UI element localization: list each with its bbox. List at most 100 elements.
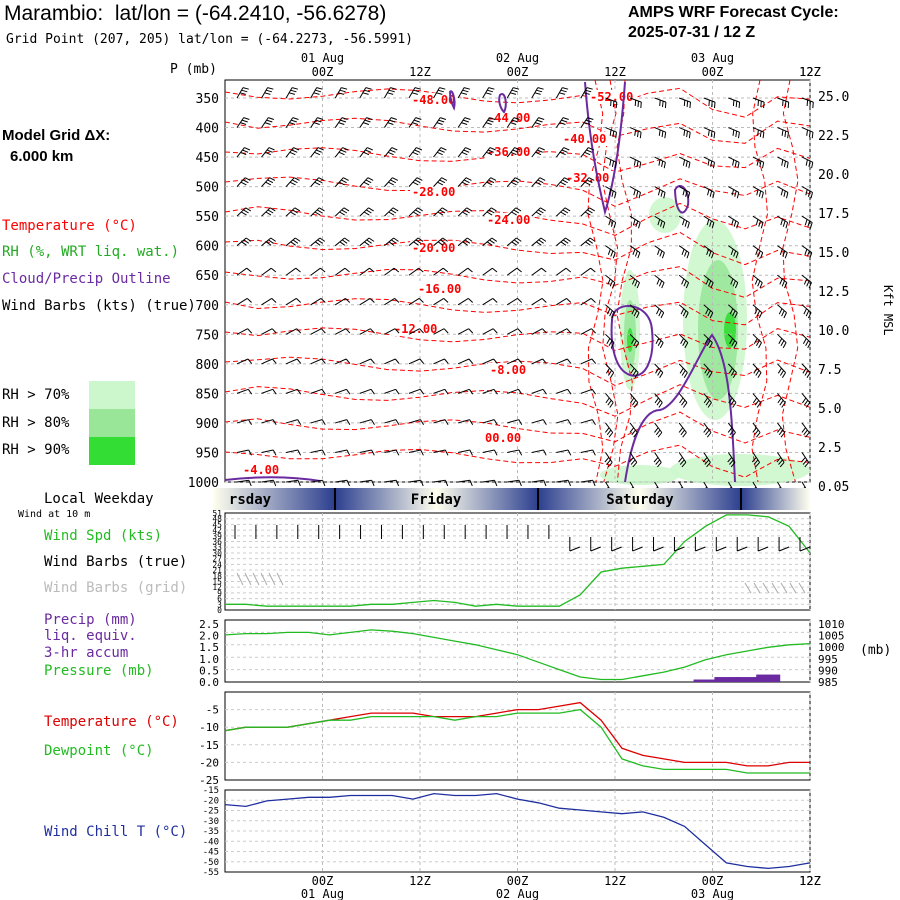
wind-barb-0-17 [654, 97, 667, 103]
wind-barb-flag-5-14-2 [585, 241, 591, 246]
wind-barb-flag-0-13-1 [560, 89, 567, 93]
wind-barb-0-9 [457, 87, 465, 99]
wind-barb-flag-9-6-0 [395, 358, 400, 364]
wind-barb-flag-7-19-0 [709, 312, 714, 319]
wind-barb-flag-10-15-1 [607, 400, 612, 406]
wind-barb-flag-9-9-0 [468, 358, 474, 364]
wind-barb-flag-5-21-1 [757, 250, 761, 257]
wind-barb-10-9 [457, 388, 470, 394]
wind-barb-flag-1-3-1 [315, 119, 322, 123]
wind-barb-flag-2-20-2 [732, 159, 735, 166]
wind-barb-7-2 [285, 297, 297, 306]
wind-barb-flag-2-11-2 [510, 151, 517, 156]
wind-barb-flag-8-10-0 [492, 328, 498, 334]
wind-barb-flag-0-14-2 [583, 92, 590, 95]
wind-barb-flag-6-20-2 [730, 278, 734, 285]
wind-barb-flag-2-13-0 [563, 147, 570, 151]
wind-barb-flag-9-22-1 [779, 370, 785, 376]
wind-barb-flag-5-4-0 [344, 237, 350, 242]
rh-shade-4 [698, 260, 738, 400]
wind-barb-flag-11-10-0 [493, 419, 498, 426]
wind-barb-flag-4-14-2 [584, 211, 591, 216]
cycle-line1: AMPS WRF Forecast Cycle: [628, 4, 839, 21]
accum-label: 3-hr accum [44, 645, 129, 661]
wind-ytick-12: 15 [212, 577, 222, 586]
wind-barb-flag-0-22-2 [782, 100, 784, 107]
wind-barb-flag-0-4-2 [338, 92, 345, 95]
windchill-ytick-1: -20 [203, 796, 219, 806]
wind-barb-flag-1-19-0 [713, 132, 716, 139]
wind-barb-9-11 [507, 358, 519, 365]
wind-barb-10-21 [752, 393, 761, 403]
wind-barb-flag-5-12-2 [536, 241, 542, 246]
temp-contour-3 [224, 176, 811, 207]
contour-label-11: -52.00 [590, 90, 633, 104]
wind-barb-flag-7-23-1 [805, 310, 810, 317]
wind-barb-flag-6-11-0 [516, 267, 522, 273]
wind-barb-flag-6-20-1 [732, 280, 736, 287]
wind-barb-flag-7-23-2 [803, 308, 807, 315]
wind-barb-6-17 [654, 274, 665, 283]
wind-barb-flag-6-1-0 [270, 267, 277, 273]
top-date-1: 02 Aug [496, 51, 539, 65]
wind-barb-flag-2-14-2 [584, 151, 591, 156]
wind-barb-flag-4-6-0 [392, 207, 399, 212]
wind-ytick-9: 24 [212, 560, 222, 569]
wind-barb-flag-13-5-0 [371, 480, 375, 487]
wind-barb-12-18 [678, 452, 687, 463]
wind-barb-flag-3-21-1 [758, 190, 762, 197]
wind-barb-flag-5-8-0 [442, 237, 448, 242]
wind-barb-flag-1-17-2 [658, 129, 661, 136]
wind-barb-flag-4-1-1 [267, 209, 274, 214]
wind-barb-flag-1-5-2 [363, 122, 370, 125]
wind-barb-flag-0-16-2 [634, 100, 637, 107]
wind-barb-flag-9-20-2 [728, 367, 733, 374]
wind-barb-flag-10-14-0 [591, 389, 597, 395]
wind-barb-13-2 [286, 479, 299, 483]
wind-barb-8-14 [580, 328, 592, 335]
wind-barb-flag-9-19-1 [706, 370, 711, 376]
wind-barb-11-8 [433, 419, 446, 424]
wind-barb-flag-3-1-0 [269, 177, 276, 181]
wind-barb-flag-9-1-0 [272, 358, 277, 364]
wind-grid-barb-r-1 [753, 582, 761, 594]
wind-barb-9-0 [236, 358, 249, 365]
wind-barb-flag-0-9-1 [462, 89, 469, 93]
wind-barb-flag-9-18-1 [681, 370, 686, 376]
temp-ytick-1: -10 [199, 721, 219, 734]
wind-barb-flag-5-0-1 [243, 239, 250, 244]
wind-barb-flag-11-22-0 [780, 432, 786, 438]
rh90-swatch [89, 437, 135, 465]
wind-barb-6-2 [285, 267, 297, 276]
wind-barb-3-14 [580, 177, 590, 187]
windchill-line [224, 792, 811, 870]
wind-barb-13-5 [359, 479, 372, 483]
legend-wind: Wind Barbs (kts) (true) [2, 298, 196, 314]
contour-label-bg-2 [561, 132, 611, 146]
rh80-swatch [89, 409, 135, 437]
wind-barb-3-18 [678, 186, 690, 193]
wind-barb-6-7 [408, 267, 419, 276]
wind-barb-flag-12-18-0 [681, 462, 687, 468]
wind-barb-10-13 [556, 388, 568, 394]
wind-barb-flag-3-17-0 [663, 192, 666, 199]
wind-barb-flag-11-21-2 [752, 427, 757, 433]
wind-barb-10-8 [433, 388, 445, 394]
wind-barb-flag-10-10-0 [493, 389, 498, 395]
wind-barb-flag-0-3-0 [316, 87, 323, 90]
wind-barb-flag-11-13-0 [567, 419, 572, 426]
wind-barb-flag-8-19-0 [709, 342, 713, 349]
wind-barb-flag-3-21-2 [756, 189, 759, 196]
wind-barb-flag-12-21-1 [753, 459, 759, 465]
wind-barb-flag-0-23-0 [812, 102, 814, 109]
wind-barb-7-4 [334, 297, 346, 306]
top-hour-2: 00Z [507, 65, 529, 79]
wind-barb-flag-11-22-1 [778, 429, 784, 436]
wind-barb-4-7 [408, 207, 418, 217]
wind-barb-flag-13-2-0 [297, 480, 301, 487]
wind-barb-flag-1-13-2 [559, 122, 566, 125]
wind-barb-flag-13-12-0 [543, 480, 547, 487]
wind-barb-flag-11-17-2 [654, 427, 659, 433]
wind-barb-8-8 [433, 328, 445, 335]
wind-barb-flag-0-20-2 [732, 100, 735, 107]
